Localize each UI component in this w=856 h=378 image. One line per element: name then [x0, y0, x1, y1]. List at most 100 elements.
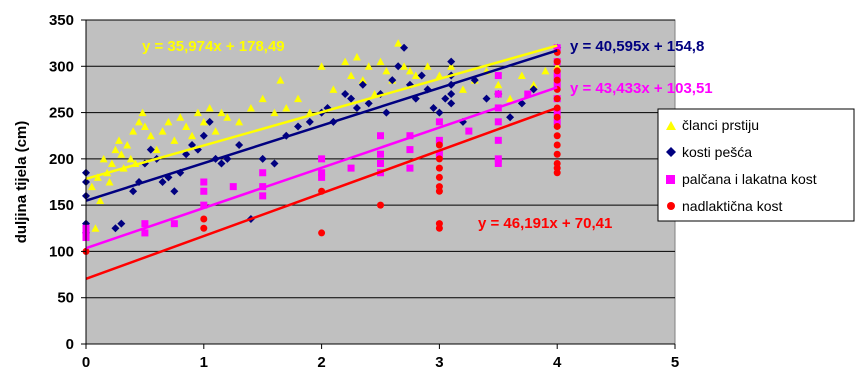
point-series0-56 [423, 62, 432, 70]
point-series0-16 [135, 117, 144, 126]
point-series0-58 [447, 62, 456, 70]
trendline-series1 [85, 49, 558, 202]
point-series0-50 [382, 66, 391, 75]
point-series0-0 [87, 182, 96, 191]
point-series1-6 [117, 219, 126, 228]
equation-palcana-lakatna: y = 43,433x + 103,51 [570, 80, 713, 97]
legend-label-nadlakticna: nadlaktična kost [682, 198, 783, 214]
point-series0-17 [138, 108, 147, 117]
point-series0-65 [529, 80, 538, 89]
point-series3-16 [553, 67, 561, 75]
point-series2-36 [553, 44, 561, 52]
point-series1-46 [417, 71, 426, 80]
point-series1-43 [400, 43, 409, 52]
point-series0-9 [114, 136, 123, 144]
point-series0-47 [364, 62, 373, 70]
y-tick-label-200: 200 [49, 151, 74, 168]
y-tick-label-0: 0 [66, 336, 74, 353]
point-series0-45 [352, 53, 361, 61]
equation-nadlakticna: y = 46,191x + 70,41 [478, 215, 612, 232]
point-series1-49 [435, 108, 444, 117]
point-series0-12 [123, 140, 132, 149]
point-series0-41 [317, 62, 326, 70]
point-series2-22 [406, 146, 414, 154]
point-series0-30 [211, 127, 220, 135]
point-series0-7 [107, 159, 116, 167]
point-series1-24 [235, 140, 244, 149]
point-series1-40 [382, 108, 391, 117]
point-series0-2 [93, 173, 102, 181]
point-series0-53 [400, 62, 409, 70]
point-series0-64 [517, 71, 526, 80]
point-series1-42 [394, 62, 403, 71]
point-series1-26 [258, 154, 267, 163]
point-series3-13 [435, 224, 443, 232]
point-series1-7 [129, 187, 138, 196]
point-series0-44 [347, 71, 356, 80]
point-series2-12 [259, 192, 267, 200]
point-series0-59 [458, 85, 467, 93]
point-series0-20 [152, 145, 161, 154]
equation-kosti-pesca: y = 40,595x + 154,8 [570, 38, 704, 55]
x-tick-label-3: 3 [435, 354, 443, 371]
point-series2-32 [494, 136, 502, 144]
point-series1-19 [199, 131, 208, 140]
point-series3-9 [435, 173, 443, 181]
point-series0-63 [506, 94, 515, 103]
point-series0-13 [126, 154, 135, 163]
point-series1-60 [506, 113, 515, 122]
legend: članci prstiju kosti pešća palčana i lak… [657, 108, 855, 222]
point-series2-25 [435, 136, 443, 144]
point-series1-20 [205, 117, 214, 126]
point-series0-27 [193, 108, 202, 117]
point-series3-5 [377, 201, 384, 209]
point-series2-31 [494, 118, 502, 126]
point-series2-21 [406, 132, 414, 140]
point-series0-19 [146, 131, 155, 140]
point-series0-26 [188, 131, 197, 140]
y-tick-label-150: 150 [49, 197, 74, 214]
point-series1-58 [482, 94, 491, 103]
point-series3-7 [435, 155, 443, 163]
point-series2-14 [318, 169, 326, 177]
point-series0-43 [341, 57, 350, 66]
point-series2-5 [170, 220, 178, 228]
trendline-series2 [85, 86, 558, 250]
point-series0-29 [205, 103, 214, 112]
point-series0-23 [170, 136, 179, 144]
point-series3-28 [553, 169, 561, 177]
point-series3-24 [553, 141, 561, 149]
point-series0-8 [111, 145, 120, 154]
point-series2-16 [347, 164, 355, 172]
point-series1-5 [111, 224, 120, 233]
legend-marker-square [666, 175, 675, 184]
y-tick-label-100: 100 [49, 243, 74, 260]
point-series1-29 [294, 122, 303, 131]
point-series0-32 [223, 113, 232, 121]
point-series2-18 [377, 150, 384, 158]
point-series0-18 [140, 122, 149, 130]
x-tick-label-2: 2 [317, 354, 325, 371]
point-series1-10 [146, 145, 155, 154]
point-series3-22 [553, 122, 561, 130]
point-series0-14 [129, 127, 138, 135]
point-series3-19 [553, 95, 561, 103]
legend-marker-circle [667, 202, 675, 210]
point-series3-17 [553, 76, 561, 84]
point-series1-55 [447, 99, 456, 108]
legend-box [657, 108, 855, 222]
point-series1-62 [529, 85, 538, 94]
point-series2-29 [494, 90, 502, 98]
y-axis-title: duljina tijela (cm) [13, 121, 30, 244]
point-series2-38 [553, 72, 561, 80]
point-series1-14 [170, 187, 179, 196]
point-series3-11 [435, 187, 443, 195]
x-tick-label-1: 1 [200, 354, 208, 371]
x-tick-label-4: 4 [553, 354, 562, 371]
x-tick-label-5: 5 [671, 354, 679, 371]
point-series2-6 [200, 178, 208, 186]
x-tick-labels: 0 1 2 3 4 5 [82, 344, 679, 371]
point-series0-10 [117, 150, 126, 158]
point-series2-19 [377, 159, 384, 167]
point-series1-34 [341, 90, 350, 99]
